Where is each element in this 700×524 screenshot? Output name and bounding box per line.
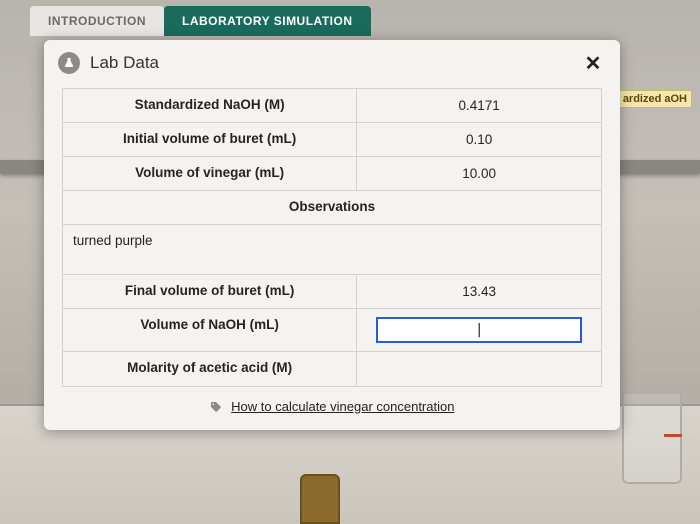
row-label-naoh-molarity: Standardized NaOH (M) <box>63 89 357 122</box>
row-value-final-buret: 13.43 <box>357 275 601 308</box>
table-row: Volume of NaOH (mL) | <box>63 309 601 352</box>
tab-lab-simulation[interactable]: LABORATORY SIMULATION <box>164 6 371 36</box>
lab-data-panel: Lab Data ✕ Standardized NaOH (M) 0.4171 … <box>44 40 620 430</box>
tag-icon <box>210 401 222 413</box>
close-icon: ✕ <box>585 51 602 76</box>
row-value-initial-buret: 0.10 <box>357 123 601 156</box>
flask-label-fragment: ardized aOH <box>618 90 692 108</box>
row-label-final-buret: Final volume of buret (mL) <box>63 275 357 308</box>
vial-graphic <box>300 474 340 524</box>
table-row: Volume of vinegar (mL) 10.00 <box>63 157 601 191</box>
table-row: Initial volume of buret (mL) 0.10 <box>63 123 601 157</box>
table-row: Observations <box>63 191 601 225</box>
panel-title: Lab Data <box>90 53 159 73</box>
help-link-row: How to calculate vinegar concentration <box>44 399 620 414</box>
flask-icon <box>58 52 80 74</box>
row-value-naoh-vol: | <box>357 309 601 351</box>
row-label-observations: Observations <box>63 191 601 224</box>
naoh-volume-input[interactable]: | <box>376 317 582 343</box>
table-row: Final volume of buret (mL) 13.43 <box>63 275 601 309</box>
beaker-graphic <box>622 394 682 484</box>
row-value-vinegar-vol: 10.00 <box>357 157 601 190</box>
row-label-acetic-molarity: Molarity of acetic acid (M) <box>63 352 357 386</box>
row-value-naoh-molarity: 0.4171 <box>357 89 601 122</box>
row-label-naoh-vol: Volume of NaOH (mL) <box>63 309 357 351</box>
tab-introduction[interactable]: INTRODUCTION <box>30 6 164 36</box>
observations-text: turned purple <box>63 225 601 275</box>
data-table: Standardized NaOH (M) 0.4171 Initial vol… <box>62 88 602 387</box>
row-label-vinegar-vol: Volume of vinegar (mL) <box>63 157 357 190</box>
table-row: Standardized NaOH (M) 0.4171 <box>63 89 601 123</box>
tab-bar: INTRODUCTION LABORATORY SIMULATION <box>30 6 371 36</box>
close-button[interactable]: ✕ <box>580 50 606 76</box>
help-link[interactable]: How to calculate vinegar concentration <box>231 399 454 414</box>
row-label-initial-buret: Initial volume of buret (mL) <box>63 123 357 156</box>
row-value-acetic-molarity <box>357 352 601 386</box>
panel-header: Lab Data ✕ <box>44 40 620 82</box>
table-row: Molarity of acetic acid (M) <box>63 352 601 386</box>
